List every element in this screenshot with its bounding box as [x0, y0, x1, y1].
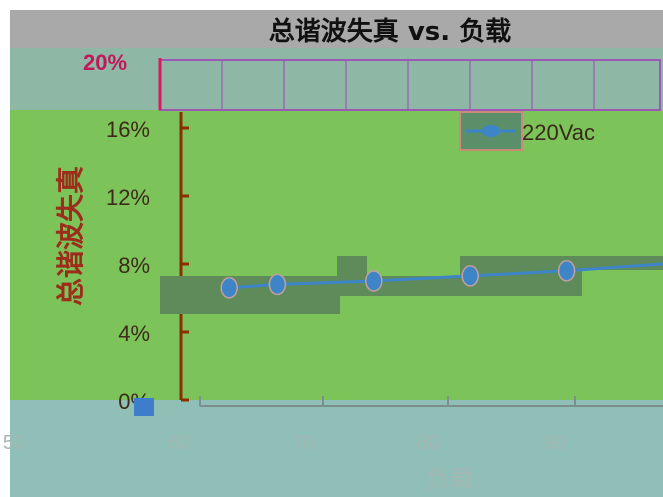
- series-point: [268, 273, 287, 296]
- x-tick-label: 50: [3, 432, 25, 454]
- legend: 220Vac: [459, 111, 595, 151]
- series-220vac: [220, 260, 663, 299]
- y-axis-title: 总谐波失真: [54, 166, 87, 306]
- series-point: [461, 265, 479, 287]
- bottom-band: [10, 400, 663, 497]
- origin-marker: [134, 398, 154, 416]
- series-point: [365, 270, 383, 292]
- series-band-seg-5: [582, 270, 663, 296]
- top-frame-grid: [221, 61, 595, 109]
- x-tick-label: 70: [292, 432, 314, 454]
- x-axis-title: 负载: [426, 465, 474, 493]
- legend-label: 220Vac: [522, 120, 595, 145]
- y-tick-label: 4%: [118, 321, 150, 346]
- top-frame: [158, 58, 661, 111]
- y-ticks: 16%12%8%4%0%: [106, 117, 189, 414]
- title-band: [10, 10, 663, 48]
- y-tick-label-20: 20%: [83, 50, 127, 75]
- series-point: [557, 260, 576, 282]
- x-tick-label: 60: [169, 432, 191, 454]
- y-tick-label: 16%: [106, 117, 150, 142]
- chart-title: 总谐波失真 vs. 负载: [269, 17, 511, 47]
- plot-background: [10, 110, 663, 400]
- y-tick-label: 8%: [118, 253, 150, 278]
- series-band-seg-2: [337, 256, 367, 276]
- x-ticks: 50 60 70 80 90: [3, 396, 576, 454]
- series-point: [220, 277, 238, 299]
- x-tick-label: 80: [417, 432, 439, 454]
- y-tick-label: 12%: [106, 185, 150, 210]
- top-frame-band: [10, 48, 663, 110]
- x-tick-label: 90: [544, 432, 566, 454]
- legend-marker: [482, 125, 500, 137]
